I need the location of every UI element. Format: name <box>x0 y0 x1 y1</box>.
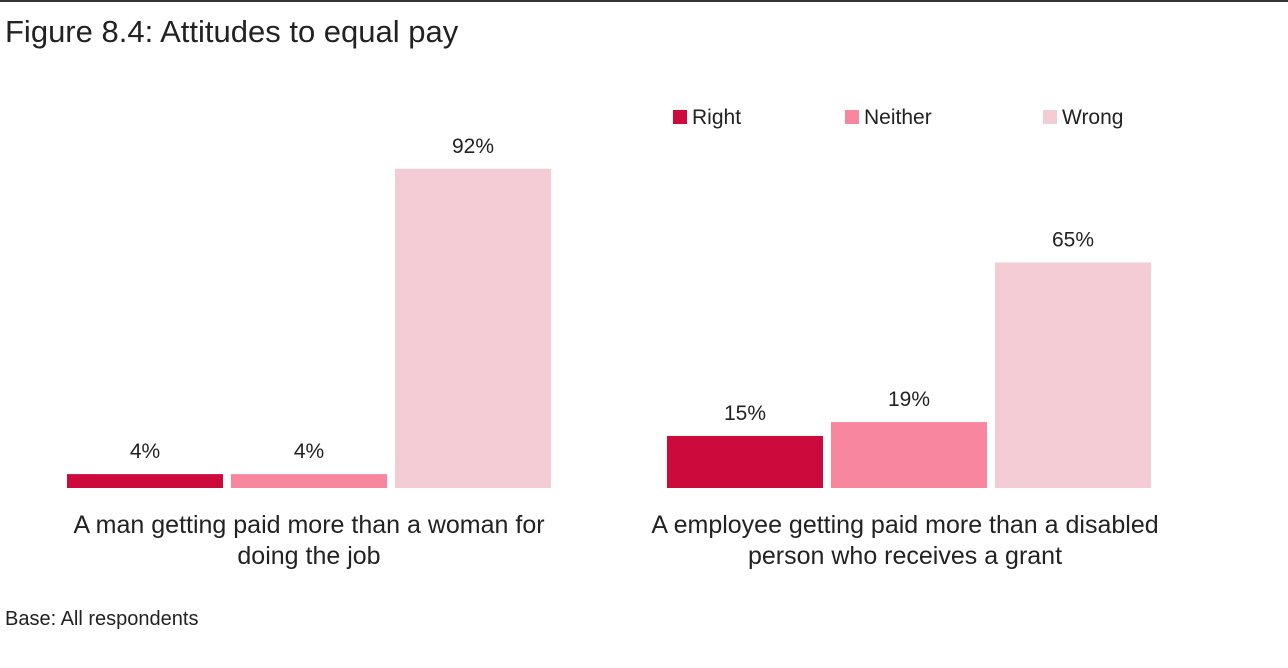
data-label-right-2: 15% <box>724 402 766 425</box>
data-label-wrong-1: 92% <box>452 135 494 158</box>
data-label-neither-2: 19% <box>888 388 930 411</box>
legend-label-right: Right <box>692 106 741 129</box>
bar-wrong-1 <box>395 168 551 488</box>
bar-right-2 <box>667 435 823 488</box>
data-label-neither-1: 4% <box>294 440 324 463</box>
category-label-2-line-2: person who receives a grant <box>748 542 1062 570</box>
legend-swatch-wrong <box>1043 110 1057 124</box>
legend-label-neither: Neither <box>864 106 932 129</box>
bar-neither-2 <box>831 422 987 488</box>
data-label-wrong-2: 65% <box>1052 228 1094 251</box>
data-label-right-1: 4% <box>130 440 160 463</box>
category-label-1-line-2: doing the job <box>237 542 380 570</box>
category-label-2-line-1: A employee getting paid more than a disa… <box>651 511 1158 539</box>
legend-swatch-neither <box>845 110 859 124</box>
bar-right-1 <box>67 474 223 488</box>
top-rule <box>0 0 1288 2</box>
category-label-1-line-1: A man getting paid more than a woman for <box>73 511 544 539</box>
legend-swatch-right <box>673 110 687 124</box>
bar-wrong-2 <box>995 262 1151 488</box>
figure-title: Figure 8.4: Attitudes to equal pay <box>5 14 459 49</box>
legend-label-wrong: Wrong <box>1062 106 1123 129</box>
base-note: Base: All respondents <box>5 608 199 630</box>
bar-neither-1 <box>231 474 387 488</box>
